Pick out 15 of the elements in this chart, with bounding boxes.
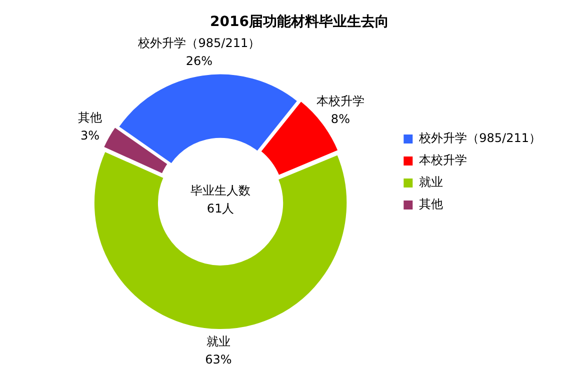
data-label: 8% bbox=[330, 112, 350, 126]
legend-label: 校外升学（985/211） bbox=[418, 131, 542, 146]
text: 61人 bbox=[206, 202, 234, 216]
slice-label: 就业 bbox=[206, 334, 230, 349]
legend-label: 本校升学 bbox=[419, 153, 468, 168]
legend-label: 其他 bbox=[419, 197, 444, 212]
data-label: 3% bbox=[80, 128, 100, 142]
slice-label: 其他 bbox=[78, 110, 102, 124]
slice-label: 本校升学 bbox=[316, 94, 364, 108]
data-label: 26% bbox=[186, 54, 212, 68]
data-label: 63% bbox=[205, 352, 232, 367]
legend-label: 就业 bbox=[419, 175, 444, 190]
chart-title: 2016届功能材料毕业生去向 bbox=[210, 14, 389, 30]
slice-label: 校外升学（985/211） bbox=[137, 36, 260, 50]
text: 毕业生人数 bbox=[190, 184, 251, 198]
